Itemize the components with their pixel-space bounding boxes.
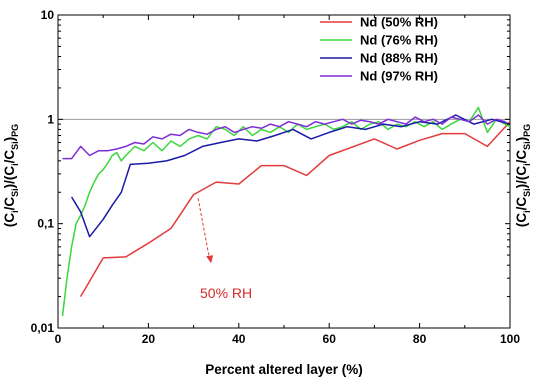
axis-title-part: ) [2,137,17,142]
y-tick-label: 0,1 [37,217,54,231]
x-tick-label: 0 [55,332,62,346]
axis-title-part: ) [514,137,529,142]
y-tick-label: 1 [47,112,54,126]
axis-title-subscript: Si [10,188,20,197]
series-layer [61,106,511,317]
annotation-arrow-head [206,255,214,264]
axis-title-part: /C [2,197,17,211]
legend-label-3: Nd (97% RH) [360,69,438,84]
series-line-1 [61,106,511,317]
legend: Nd (50% RH) Nd (76% RH) Nd (88% RH) Nd (97%… [320,15,438,84]
axis-title-part: /C [514,197,529,211]
x-tick-label: 40 [232,332,246,346]
y-tick-label: 10 [41,8,55,22]
axis-title-subscript: Si [522,141,532,150]
x-tick-label: 100 [500,332,520,346]
series-line-0 [79,121,511,297]
axis-title-part: )/(C [2,166,17,189]
series-line-3 [62,114,506,160]
axis-title-subscript: Si [10,141,20,150]
legend-label-0: Nd (50% RH) [360,15,438,30]
x-tick-label: 80 [413,332,427,346]
axis-title-subscript: PG [522,124,532,137]
annotation-arrow-shaft [197,198,211,263]
axes-layer: 0 20 40 60 80 100 0,01 0,1 1 10 Percent altered la… [2,8,532,377]
annotation-text: 50% RH [200,285,252,301]
annotation: 50% RH [197,198,252,301]
plot-frame [57,14,511,329]
axis-title-part: )/(C [514,166,529,189]
series-line-2 [70,114,511,238]
plot-area-border [57,14,511,329]
axis-title-subscript: i [10,210,20,213]
x-tick-label: 20 [142,332,156,346]
y-axis-title-right: (Ci/CSi)/(Ci/CSi)PG [514,124,532,227]
axis-title-part: /C [2,150,17,164]
y-axis-title-left: (Ci/CSi)/(Ci/CSi)PG [2,124,20,227]
axis-title-part: /C [514,150,529,164]
x-axis-title: Percent altered layer (%) [205,362,363,377]
axis-title-subscript: i [522,163,532,166]
y-tick-label: 0,01 [31,321,55,335]
axis-title-part: (C [514,213,529,227]
axis-title-subscript: Si [522,188,532,197]
legend-label-2: Nd (88% RH) [360,51,438,66]
legend-label-1: Nd (76% RH) [360,33,438,48]
axis-title-subscript: PG [10,124,20,137]
axis-title-subscript: i [522,210,532,213]
axis-title-subscript: i [10,163,20,166]
x-tick-label: 60 [323,332,337,346]
axis-title-part: (C [2,213,17,227]
